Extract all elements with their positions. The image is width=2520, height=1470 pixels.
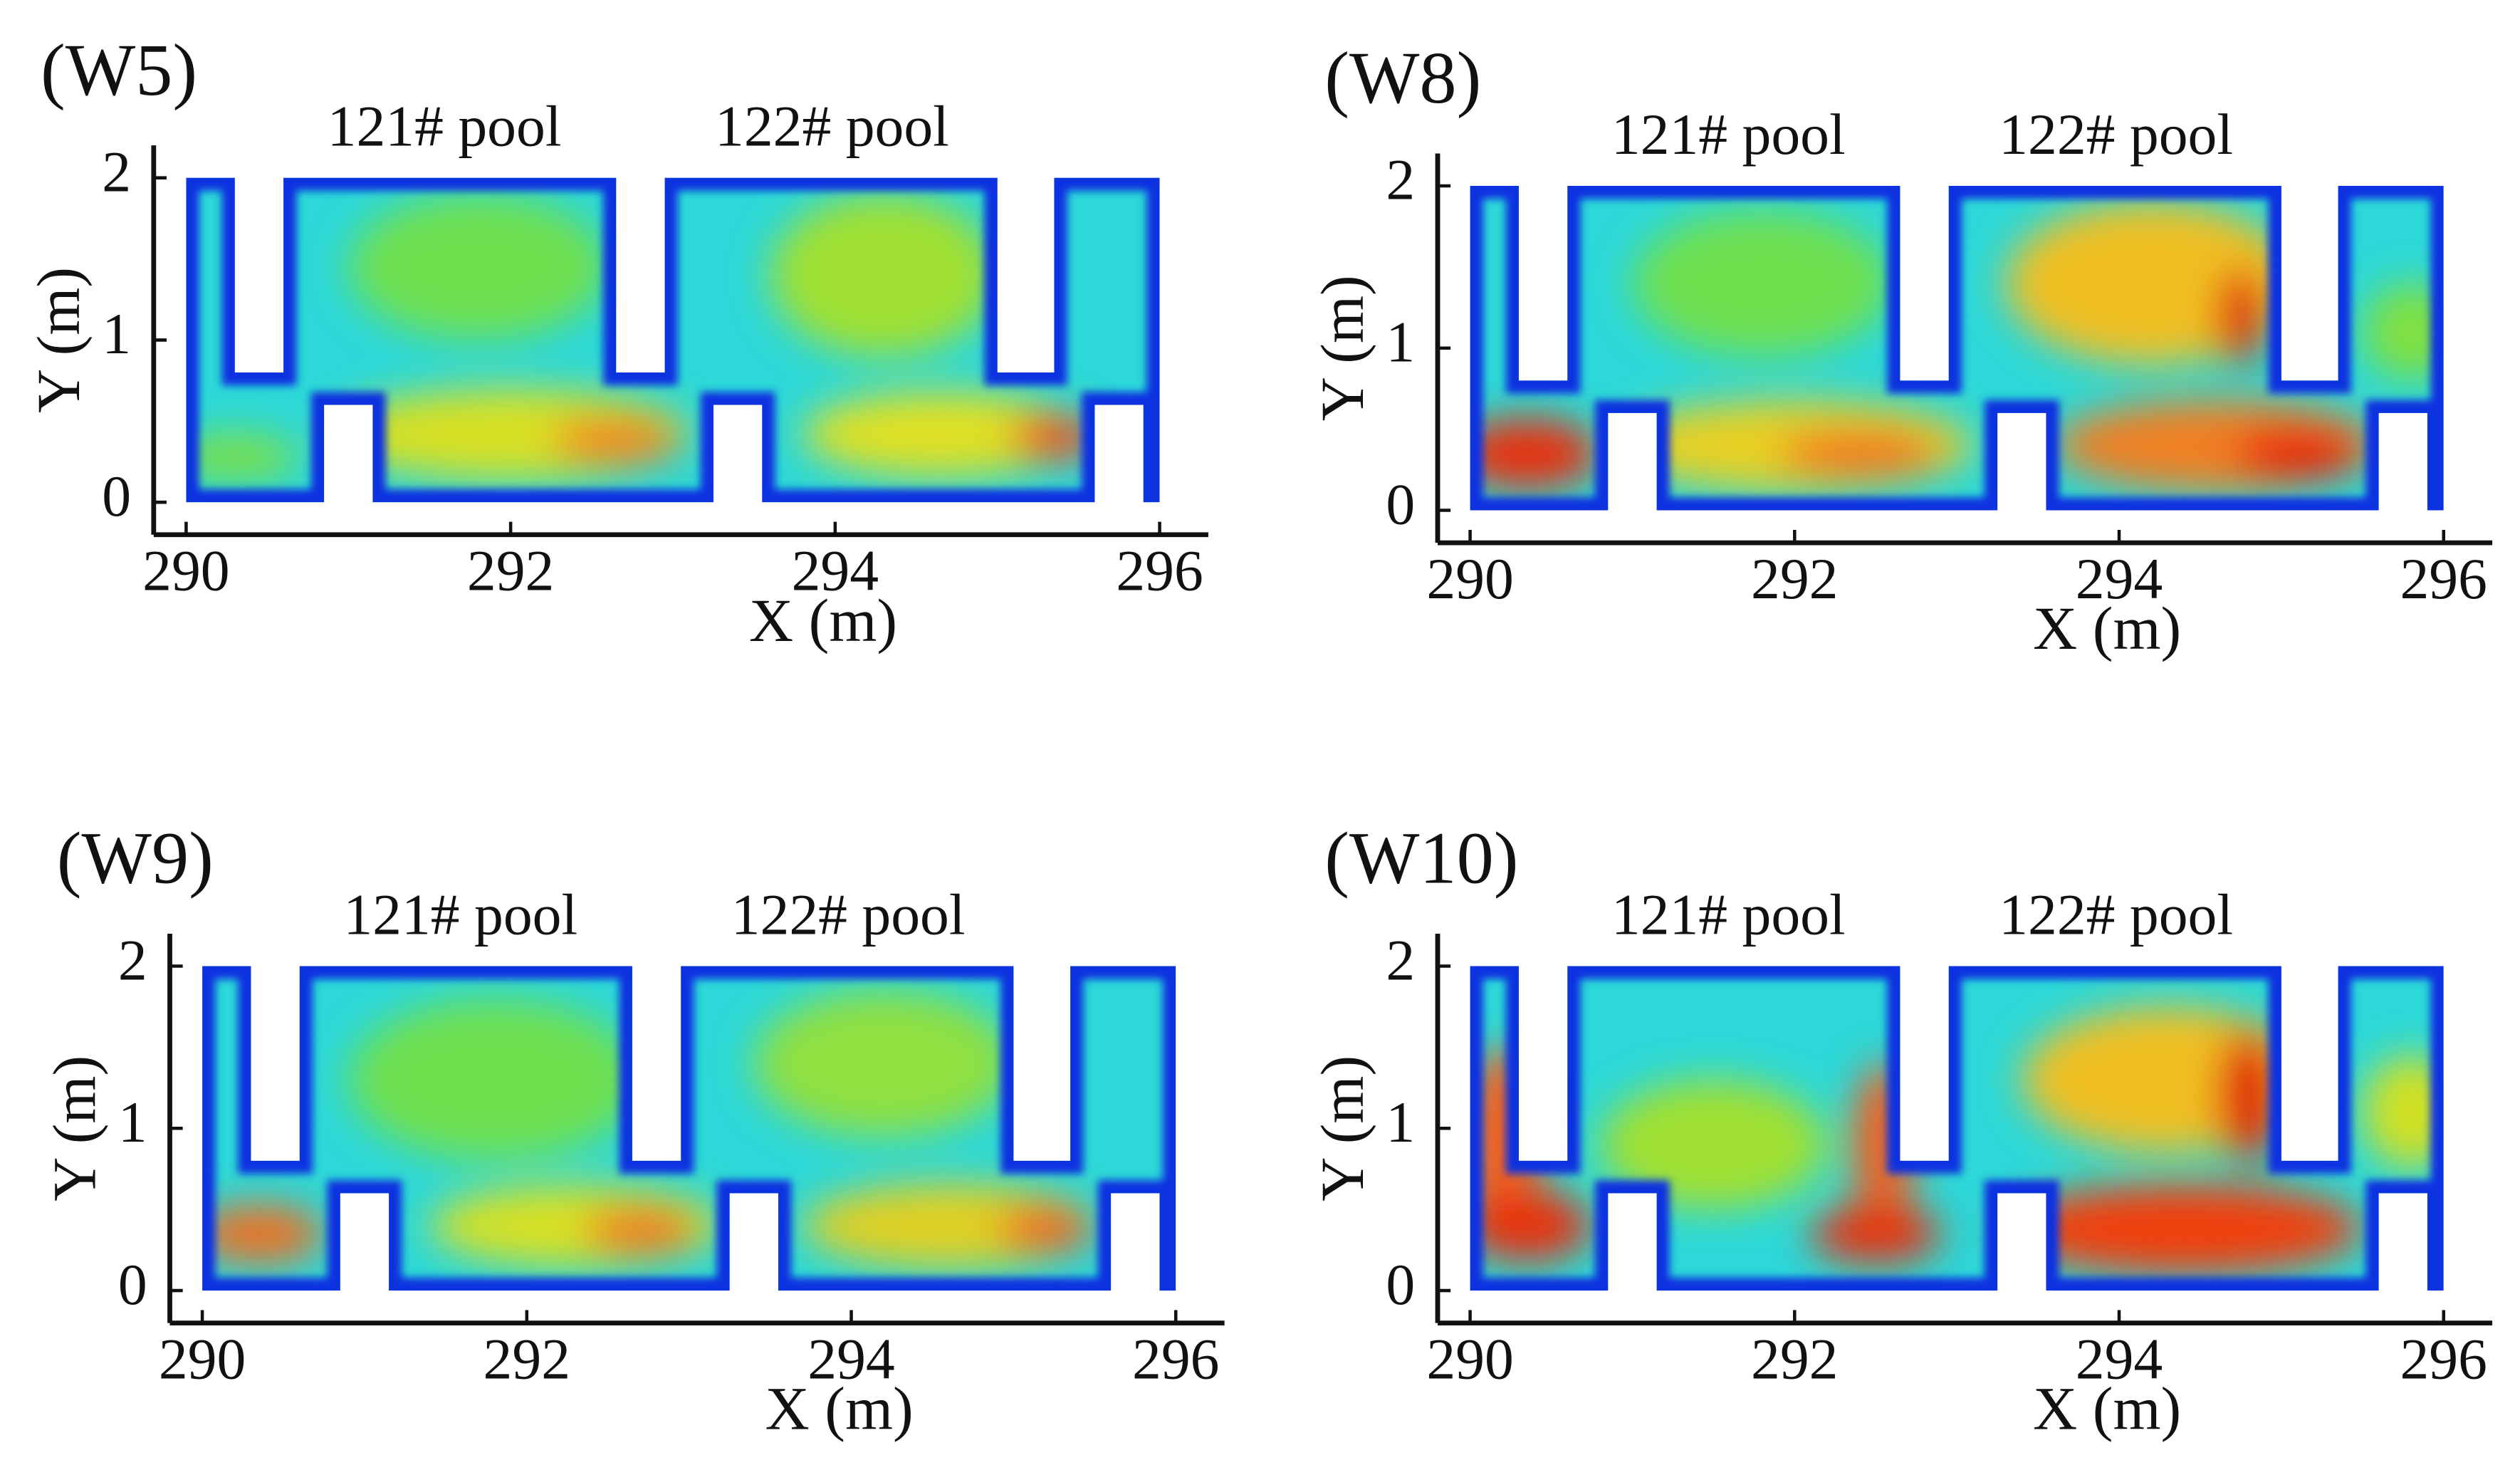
y-tick-label: 1 [102,301,131,366]
x-tick-label: 292 [1751,1326,1838,1391]
pool-label: 122# pool [1999,882,2233,947]
x-tick-label: 294 [2076,1326,2163,1391]
x-tick-label: 296 [1132,1326,1219,1391]
y-tick-label: 1 [1386,310,1415,375]
pool-label: 121# pool [343,882,577,947]
y-tick-label: 1 [1386,1090,1415,1154]
x-tick-label: 290 [1426,1326,1513,1391]
y-axis-label: Y (m) [41,1055,109,1201]
x-tick-label: 290 [142,538,229,603]
contour-field [1462,966,2459,1291]
pool-label: 121# pool [328,94,562,159]
panel: 290 292 294 296 0 1 2 (W9) 121# pool 122# pool X (… [41,817,1225,1443]
pool-label: 121# pool [1611,882,1846,947]
panel-title: (W9) [57,817,214,900]
pool-label: 122# pool [731,882,966,947]
x-axis-label: X (m) [2033,594,2181,662]
x-tick-label: 292 [483,1326,570,1391]
x-axis-label: X (m) [749,586,897,655]
x-tick-label: 296 [2400,1326,2487,1391]
panel: 290 292 294 296 0 1 2 (W10) 121# pool 122# pool X … [1308,817,2493,1443]
pool-label: 122# pool [1999,102,2233,167]
y-axis-label: Y (m) [1308,275,1376,421]
pool-label: 121# pool [1611,102,1846,167]
y-tick-label: 0 [1386,471,1415,536]
x-tick-label: 294 [807,1326,894,1391]
panel: 290 292 294 296 0 1 2 (W5) 121# pool 122# pool X (… [24,28,1208,655]
contour-field [194,966,1176,1291]
x-axis-label: X (m) [765,1375,914,1443]
x-tick-label: 292 [1751,546,1838,611]
y-tick-label: 0 [1386,1252,1415,1317]
panel-title: (W10) [1324,817,1518,900]
contour-field [170,178,1160,503]
y-axis-label: Y (m) [1308,1055,1376,1201]
y-tick-label: 0 [118,1252,147,1317]
x-tick-label: 292 [467,538,554,603]
y-tick-label: 2 [102,139,131,204]
x-tick-label: 294 [2076,546,2163,611]
x-tick-label: 290 [159,1326,246,1391]
y-tick-label: 2 [1386,927,1415,992]
x-tick-label: 294 [792,538,879,603]
y-tick-label: 2 [118,927,147,992]
panel: 290 292 294 296 0 1 2 (W8) 121# pool 122# pool X (… [1308,36,2493,662]
panel-title: (W8) [1324,36,1481,119]
pool-label: 122# pool [715,94,949,159]
panel-title: (W5) [41,28,197,111]
y-tick-label: 1 [118,1090,147,1154]
x-axis-label: X (m) [2033,1375,2181,1443]
contour-field [1454,186,2460,511]
x-tick-label: 296 [2400,546,2487,611]
x-tick-label: 290 [1426,546,1513,611]
y-axis-label: Y (m) [24,267,93,413]
y-tick-label: 0 [102,464,131,528]
y-tick-label: 2 [1386,147,1415,212]
x-tick-label: 296 [1116,538,1203,603]
